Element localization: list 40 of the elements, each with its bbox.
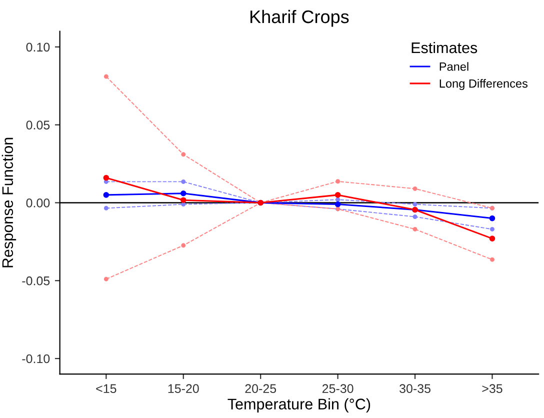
- point: [181, 202, 186, 207]
- point: [336, 197, 340, 202]
- point: [490, 226, 494, 232]
- x-axis-title: Temperature Bin (°C): [228, 398, 370, 413]
- point: [412, 214, 418, 219]
- point: [104, 276, 108, 282]
- point: [181, 179, 186, 184]
- point: [104, 206, 108, 210]
- x-tick-label: 15-20: [168, 384, 199, 394]
- x-tick-label: 25-30: [322, 384, 354, 394]
- y-tick-label: 0.10: [26, 42, 50, 52]
- legend-title: Estimates: [412, 42, 478, 54]
- x-tick-label: <15: [96, 384, 116, 394]
- point: [334, 201, 341, 208]
- legend-label: Panel: [440, 62, 468, 71]
- x-tick-label: 20-25: [245, 384, 276, 394]
- y-tick-label: -0.10: [22, 354, 50, 364]
- point: [412, 202, 418, 207]
- point: [180, 197, 186, 203]
- y-tick-label: 0.05: [26, 120, 50, 130]
- point: [103, 192, 110, 198]
- point: [336, 179, 340, 184]
- point: [180, 190, 186, 196]
- y-tick-label: -0.05: [22, 276, 50, 286]
- point: [412, 226, 418, 232]
- point: [489, 236, 496, 242]
- legend-label: Long Differences: [440, 79, 528, 90]
- x-tick-label: 30-35: [400, 384, 430, 394]
- y-tick-label: 0.00: [26, 198, 50, 208]
- point: [103, 174, 110, 181]
- point: [181, 152, 186, 157]
- point: [412, 186, 418, 191]
- point: [489, 215, 496, 222]
- x-tick-label: >35: [482, 384, 502, 394]
- chart-title: Kharif Crops: [250, 10, 349, 27]
- y-axis-title: Response Function: [2, 138, 16, 268]
- point: [104, 74, 108, 79]
- point: [334, 192, 341, 198]
- point: [490, 257, 494, 262]
- point: [181, 243, 186, 248]
